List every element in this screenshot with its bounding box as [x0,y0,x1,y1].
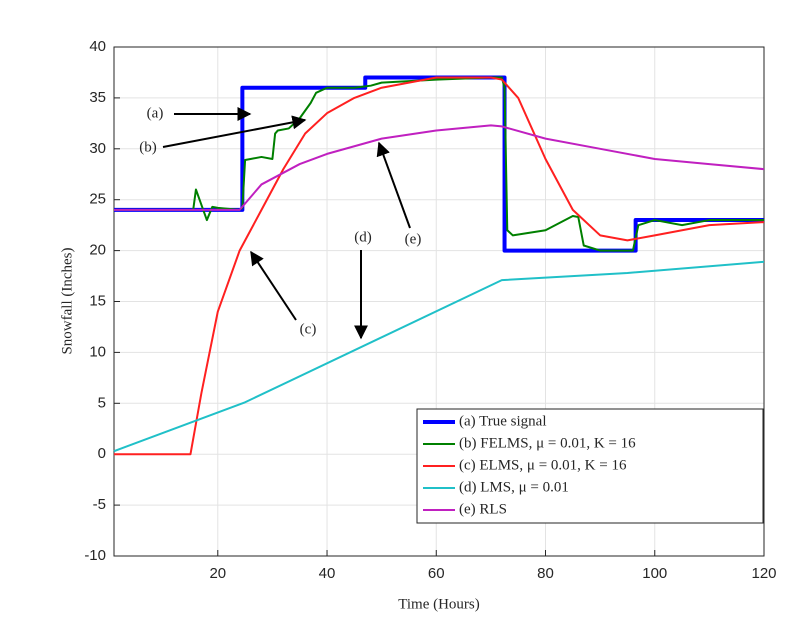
annotation-arrow [250,250,297,321]
series-line [114,124,765,211]
x-tick-label: 40 [319,565,336,582]
x-tick-label: 60 [428,565,445,582]
legend-label: (e) RLS [459,501,507,517]
annotation: (d) [354,229,372,245]
annotation: (b) [139,139,157,155]
legend-label: (a) True signal [459,413,547,429]
x-tick-label: 100 [642,565,667,582]
y-tick-label: 0 [98,445,106,462]
y-tick-label: 40 [89,38,106,55]
legend-label: (b) FELMS, μ = 0.01, K = 16 [459,435,636,451]
x-tick-label: 80 [537,565,554,582]
y-tick-label: 20 [89,242,106,259]
y-tick-label: 35 [89,89,106,106]
x-axis-label: Time (Hours) [398,596,480,612]
y-tick-label: 30 [89,140,106,157]
series-line [113,260,765,453]
x-tick-label: 120 [751,565,776,582]
y-tick-label: -10 [84,547,106,564]
y-tick-label: 15 [89,292,106,309]
legend-label: (c) ELMS, μ = 0.01, K = 16 [459,457,627,473]
annotation-arrow [162,115,307,148]
y-tick-label: 10 [89,343,106,360]
annotation: (a) [147,105,164,121]
axes-box [113,46,765,557]
legend-box [416,408,764,524]
annotation: (c) [300,321,317,337]
y-tick-label: 25 [89,191,106,208]
y-tick-label: -5 [93,496,106,513]
annotation: (e) [405,231,422,247]
annotation-arrow [376,141,411,229]
series-line [114,76,765,456]
x-tick-label: 20 [209,565,226,582]
y-tick-label: 5 [98,394,106,411]
legend-label: (d) LMS, μ = 0.01 [459,479,569,495]
y-axis-label: Snowfall (Inches) [59,247,75,354]
